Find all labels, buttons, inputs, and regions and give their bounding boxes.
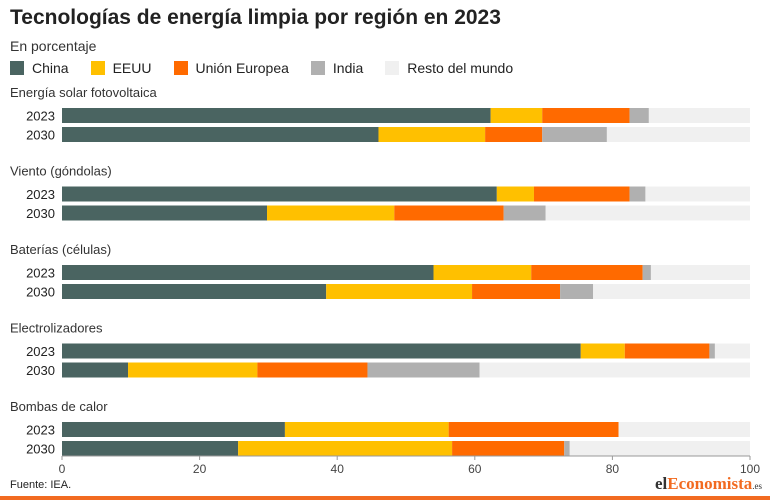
bar-segment	[490, 108, 543, 123]
legend-item-eeuu: EEUU	[90, 60, 152, 76]
year-label: 2030	[26, 363, 55, 378]
x-tick-label: 20	[193, 462, 207, 476]
bar-segment	[284, 422, 449, 437]
year-label: 2030	[26, 128, 55, 143]
bar-segment	[650, 265, 750, 280]
bar-segment	[433, 265, 532, 280]
bar-segment	[62, 343, 581, 359]
brand-logo: elEconomista.es	[654, 474, 762, 493]
x-tick-label: 0	[59, 462, 66, 476]
legend-swatch-eeuu	[90, 61, 105, 75]
x-tick-label: 100	[740, 462, 760, 476]
bar-segment	[648, 108, 750, 123]
chart-title: Tecnologías de energía limpia por región…	[10, 6, 501, 29]
bottom-accent-line	[0, 496, 770, 500]
bar-segment	[238, 441, 453, 456]
bar-segment	[629, 108, 649, 123]
legend-label-china: China	[32, 60, 69, 76]
x-tick-label: 80	[606, 462, 620, 476]
legend-label-union-europea: Unión Europea	[195, 60, 289, 76]
bar-segment	[267, 205, 395, 221]
legend-label-resto-del-mundo: Resto del mundo	[407, 60, 514, 76]
bar-segment	[62, 284, 327, 299]
legend-swatch-india	[310, 61, 325, 75]
bar-segment	[714, 343, 750, 359]
bar-segment	[62, 362, 129, 378]
bar-segment	[62, 441, 239, 456]
legend-swatch-union-europea	[173, 61, 188, 75]
year-label: 2023	[26, 109, 55, 124]
bar-segment	[709, 343, 715, 359]
year-label: 2030	[26, 285, 55, 300]
bar-segment	[62, 186, 497, 202]
bar-segment	[564, 441, 570, 456]
legend-item-india: India	[310, 60, 364, 76]
bar-segment	[618, 422, 750, 437]
bar-segment	[394, 205, 504, 221]
bar-segment	[496, 186, 534, 202]
year-label: 2023	[26, 266, 55, 281]
legend-label-eeuu: EEUU	[112, 60, 152, 76]
bar-segment	[257, 362, 368, 378]
bar-segment	[503, 205, 546, 221]
bar-segment	[606, 127, 750, 142]
bar-segment	[642, 265, 651, 280]
bar-segment	[62, 127, 379, 142]
bar-segment	[448, 422, 619, 437]
chart-legend: China EEUU Unión Europea India Resto del…	[10, 60, 535, 76]
group-label: Energía solar fotovoltaica	[10, 85, 157, 100]
group-label: Baterías (células)	[10, 242, 111, 257]
year-label: 2030	[26, 442, 55, 457]
legend-label-india: India	[332, 60, 364, 76]
bar-segment	[485, 127, 543, 142]
bar-segment	[593, 284, 750, 299]
stacked-bar-chart: Energía solar fotovoltaica 2023 2030 Viento…	[10, 85, 760, 476]
legend-item-china: China	[10, 60, 69, 76]
year-label: 2023	[26, 423, 55, 438]
bar-segment	[128, 362, 258, 378]
x-tick-label: 60	[468, 462, 482, 476]
group-label: Viento (góndolas)	[10, 164, 112, 179]
bar-segment	[378, 127, 486, 142]
bar-segment	[624, 343, 710, 359]
bar-segment	[580, 343, 625, 359]
bar-segment	[62, 265, 434, 280]
bar-segment	[645, 186, 750, 202]
bar-segment	[326, 284, 473, 299]
bar-segment	[531, 265, 643, 280]
bar-segment	[62, 205, 268, 221]
year-label: 2023	[26, 187, 55, 202]
group-label: Electrolizadores	[10, 321, 103, 336]
bar-segment	[569, 441, 750, 456]
bar-segment	[542, 108, 630, 123]
legend-item-union-europea: Unión Europea	[173, 60, 289, 76]
source-note: Fuente: IEA.	[10, 479, 72, 491]
bar-segment	[560, 284, 594, 299]
bar-segment	[533, 186, 630, 202]
bar-segment	[452, 441, 565, 456]
bar-segment	[367, 362, 480, 378]
bar-segment	[629, 186, 646, 202]
group-label: Bombas de calor	[10, 399, 108, 414]
bar-segment	[62, 422, 285, 437]
year-label: 2023	[26, 344, 55, 359]
year-label: 2030	[26, 206, 55, 221]
bar-segment	[545, 205, 750, 221]
bar-segment	[542, 127, 607, 142]
legend-swatch-resto-del-mundo	[385, 61, 400, 75]
x-tick-label: 40	[331, 462, 345, 476]
legend-item-resto-del-mundo: Resto del mundo	[385, 60, 513, 76]
bar-segment	[479, 362, 750, 378]
chart-subtitle: En porcentaje	[10, 38, 97, 54]
bar-segment	[472, 284, 561, 299]
bar-segment	[62, 108, 491, 123]
legend-swatch-china	[10, 61, 24, 75]
